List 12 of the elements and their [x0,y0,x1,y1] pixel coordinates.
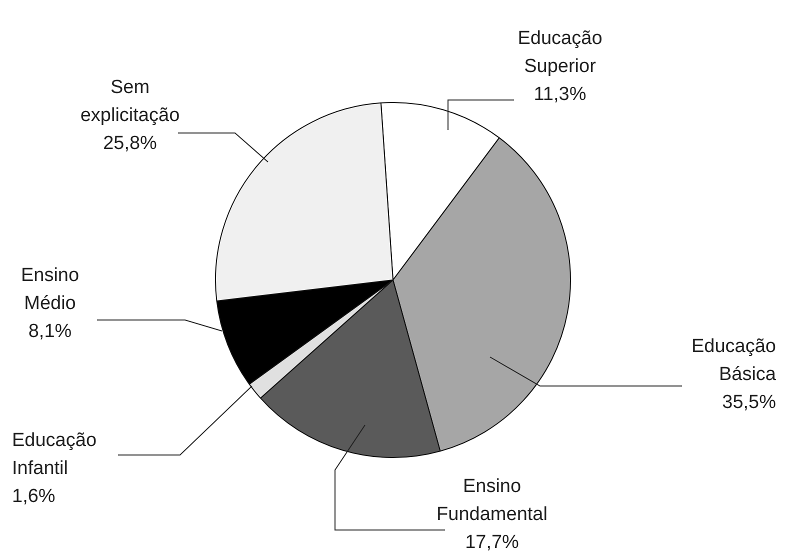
slice-label: Sem explicitação [80,77,180,126]
slice-label: Educação Básica [691,336,776,385]
data-label: 8,1% [28,321,72,342]
slice-label: Educação Infantil [12,430,97,479]
data-label: 35,5% [722,392,776,413]
slice-label: Ensino Médio [20,265,80,314]
data-label: 11,3% [534,84,586,105]
slice-label: Ensino Fundamental [436,476,548,525]
data-label: 25,8% [103,133,158,154]
slice-label: Educação Superior [518,28,602,77]
data-label: 17,7% [465,532,520,553]
data-label: 1,6% [12,486,56,507]
